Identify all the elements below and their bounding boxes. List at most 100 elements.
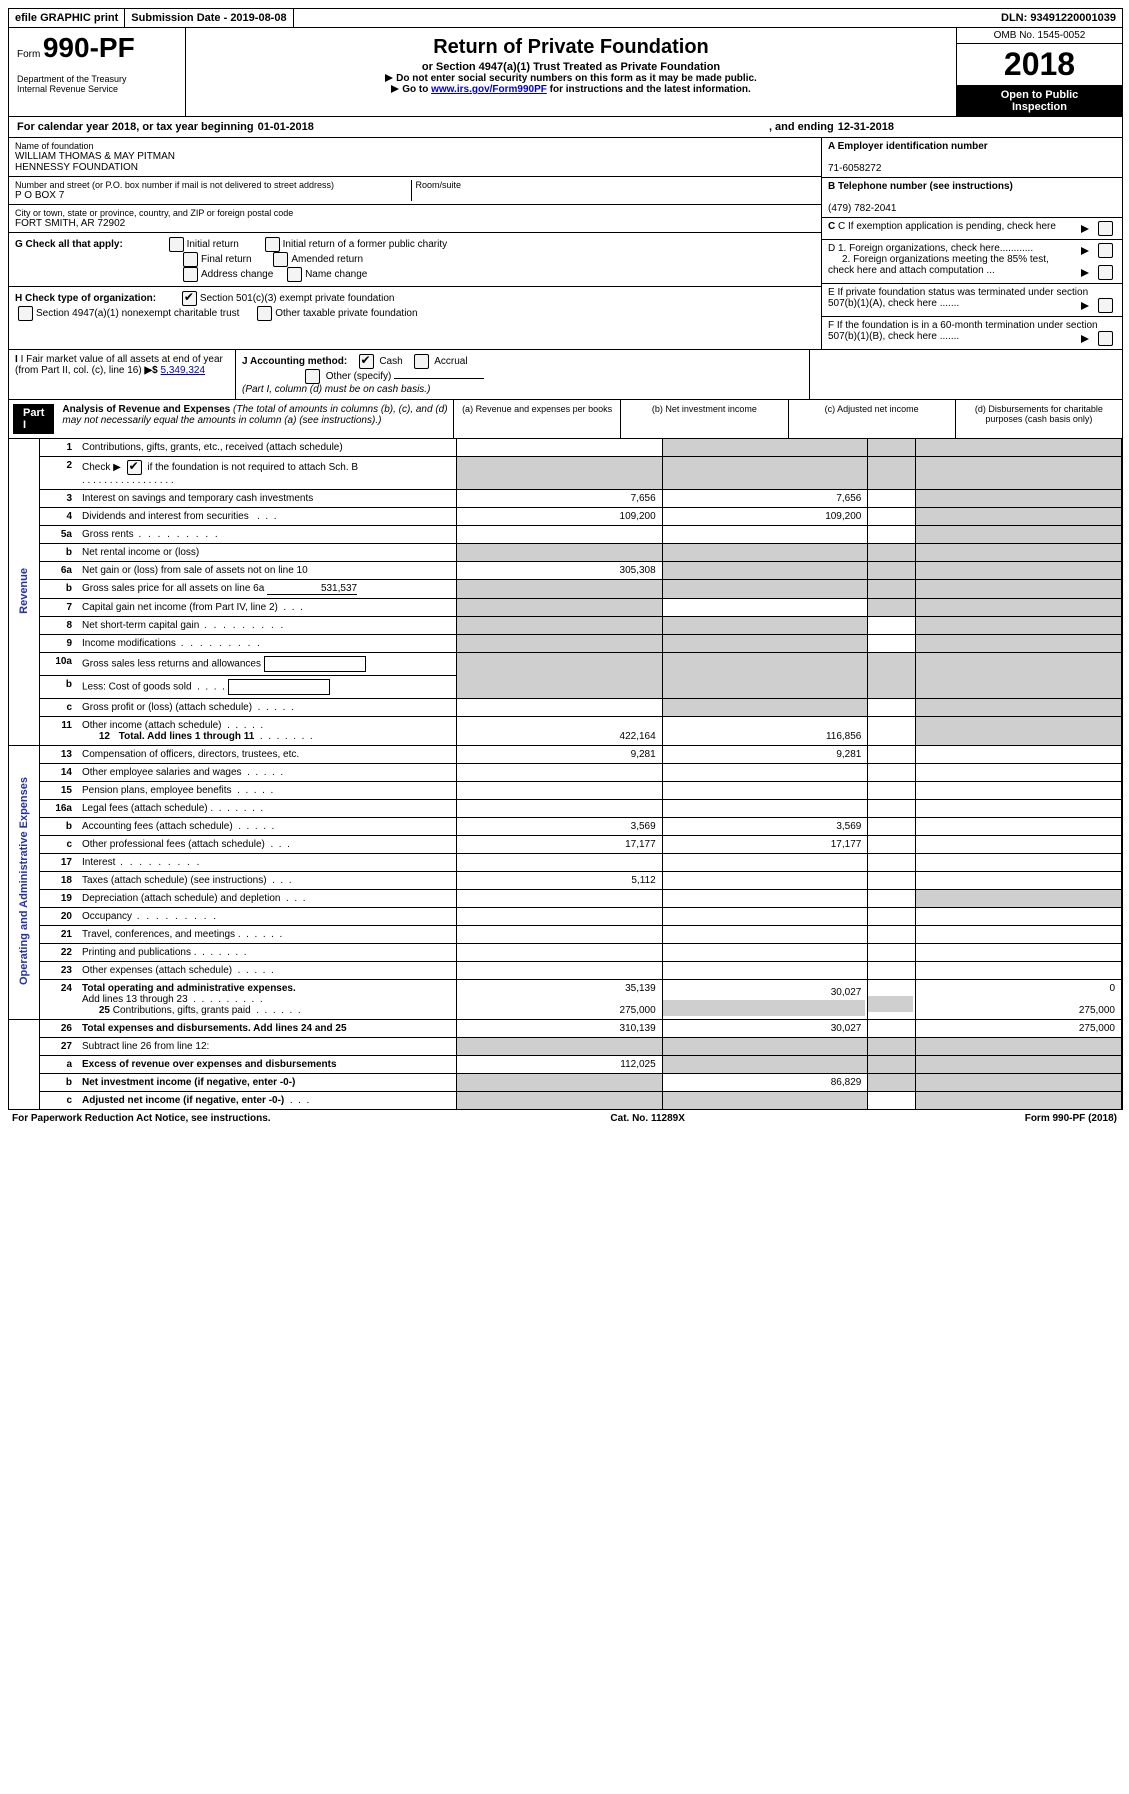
row-desc: Net gain or (loss) from sale of assets n… <box>78 562 457 580</box>
footer-right: Form 990-PF (2018) <box>1025 1113 1117 1124</box>
calendar-year-row: For calendar year 2018, or tax year begi… <box>9 117 1122 138</box>
val-a: 7,656 <box>457 490 663 508</box>
warn1: Do not enter social security numbers on … <box>396 73 757 84</box>
row-desc: Income modifications <box>78 635 457 653</box>
cal-begin: 01-01-2018 <box>258 121 314 133</box>
row-desc: Printing and publications . . . . . . . <box>78 944 457 962</box>
checkbox-f[interactable] <box>1098 331 1113 346</box>
info-left: Name of foundation WILLIAM THOMAS & MAY … <box>9 138 821 349</box>
val-a: 17,177 <box>457 836 663 854</box>
checkbox-4947[interactable] <box>18 306 33 321</box>
table-row: 15Pension plans, employee benefits . . .… <box>9 782 1122 800</box>
form-number-box: Form 990-PF Department of the Treasury I… <box>9 28 186 116</box>
checkbox-d1[interactable] <box>1098 243 1113 258</box>
checkbox-accrual[interactable] <box>414 354 429 369</box>
checkbox-address-change[interactable] <box>183 267 198 282</box>
i-cell: I I Fair market value of all assets at e… <box>9 350 236 399</box>
row-desc: Interest <box>78 854 457 872</box>
row-desc: Gross profit or (loss) (attach schedule)… <box>78 699 457 717</box>
table-row: 11Other income (attach schedule) . . . .… <box>9 717 1122 746</box>
row-desc: Interest on savings and temporary cash i… <box>78 490 457 508</box>
table-row: Revenue 1 Contributions, gifts, grants, … <box>9 439 1122 457</box>
checkbox-d2[interactable] <box>1098 265 1113 280</box>
g-opt-3: Amended return <box>291 254 363 265</box>
irs: Internal Revenue Service <box>17 84 118 94</box>
checkbox-c[interactable] <box>1098 221 1113 236</box>
checkbox-initial-former[interactable] <box>265 237 280 252</box>
row-desc: Total operating and administrative expen… <box>78 980 457 1020</box>
room-label: Room/suite <box>416 180 812 190</box>
row-desc: Adjusted net income (if negative, enter … <box>78 1092 457 1110</box>
fmv-link[interactable]: 5,349,324 <box>161 365 206 376</box>
table-row: 18Taxes (attach schedule) (see instructi… <box>9 872 1122 890</box>
table-row: cAdjusted net income (if negative, enter… <box>9 1092 1122 1110</box>
col-b: (b) Net investment income <box>620 400 787 438</box>
row-desc: Occupancy <box>78 908 457 926</box>
j-cash: Cash <box>379 356 402 367</box>
form-prefix: Form <box>17 49 40 60</box>
table-row: 5aGross rents <box>9 526 1122 544</box>
j-other: Other (specify) <box>326 371 392 382</box>
cal-end: 12-31-2018 <box>838 121 894 133</box>
row-desc: Gross sales less returns and allowances <box>78 653 457 676</box>
d2-label: 2. Foreign organizations meeting the 85%… <box>828 254 1049 276</box>
g-opt-2: Final return <box>201 254 252 265</box>
table-row: 19Depreciation (attach schedule) and dep… <box>9 890 1122 908</box>
row-desc: Dividends and interest from securities .… <box>78 508 457 526</box>
val-a: 9,281 <box>457 746 663 764</box>
ijf-row: I I Fair market value of all assets at e… <box>9 350 1122 400</box>
footer-left: For Paperwork Reduction Act Notice, see … <box>12 1113 271 1124</box>
f-cell-lower <box>810 350 1122 399</box>
checkbox-amended[interactable] <box>273 252 288 267</box>
side-revenue: Revenue <box>9 439 40 746</box>
table-row: 21Travel, conferences, and meetings . . … <box>9 926 1122 944</box>
row-desc: Total expenses and disbursements. Add li… <box>78 1020 457 1038</box>
checkbox-501c3[interactable] <box>182 291 197 306</box>
header-row: Form 990-PF Department of the Treasury I… <box>9 28 1122 117</box>
checkbox-e[interactable] <box>1098 298 1113 313</box>
part1-header: Part I Analysis of Revenue and Expenses … <box>9 400 1122 439</box>
checkbox-name-change[interactable] <box>287 267 302 282</box>
table-row: 14Other employee salaries and wages . . … <box>9 764 1122 782</box>
checkbox-final-return[interactable] <box>183 252 198 267</box>
h-4947: Section 4947(a)(1) nonexempt charitable … <box>36 308 239 319</box>
city-label: City or town, state or province, country… <box>15 208 815 218</box>
part1-label: Part I <box>13 404 54 434</box>
row-desc: Subtract line 26 from line 12: <box>78 1038 457 1056</box>
row-desc: Contributions, gifts, grants, etc., rece… <box>78 439 457 457</box>
street-label: Number and street (or P.O. box number if… <box>15 180 411 190</box>
b-label: B Telephone number (see instructions) <box>828 181 1013 192</box>
arrow-icon <box>1081 225 1089 233</box>
top-bar: efile GRAPHIC print Submission Date - 20… <box>9 9 1122 28</box>
checkbox-other-method[interactable] <box>305 369 320 384</box>
val-a: 310,139 <box>457 1020 663 1038</box>
table-row: bNet rental income or (loss) <box>9 544 1122 562</box>
row-desc: Less: Cost of goods sold . . . . <box>78 676 457 699</box>
e-cell: E If private foundation status was termi… <box>822 284 1122 317</box>
d-cell: D 1. Foreign organizations, check here..… <box>822 240 1122 284</box>
val-d: 275,000 <box>916 1020 1122 1038</box>
a-label: A Employer identification number <box>828 141 988 152</box>
name-cell: Name of foundation WILLIAM THOMAS & MAY … <box>9 138 821 177</box>
instructions-link[interactable]: www.irs.gov/Form990PF <box>431 84 547 95</box>
checkbox-other-taxable[interactable] <box>257 306 272 321</box>
arrow-icon <box>1081 269 1089 277</box>
checkbox-schb[interactable] <box>127 460 142 475</box>
table-row: bGross sales price for all assets on lin… <box>9 580 1122 599</box>
val-b: 17,177 <box>662 836 868 854</box>
checkbox-initial-return[interactable] <box>169 237 184 252</box>
row-desc: Net investment income (if negative, ente… <box>78 1074 457 1092</box>
row-desc: Excess of revenue over expenses and disb… <box>78 1056 457 1074</box>
city-value: FORT SMITH, AR 72902 <box>15 218 815 229</box>
j-cell: J Accounting method: Cash Accrual Other … <box>236 350 810 399</box>
table-row: bNet investment income (if negative, ent… <box>9 1074 1122 1092</box>
d1-label: D 1. Foreign organizations, check here..… <box>828 243 1033 254</box>
row-desc: Other expenses (attach schedule) . . . .… <box>78 962 457 980</box>
row-desc: Other professional fees (attach schedule… <box>78 836 457 854</box>
info-grid: Name of foundation WILLIAM THOMAS & MAY … <box>9 138 1122 350</box>
checkbox-cash[interactable] <box>359 354 374 369</box>
arrow-icon <box>385 74 393 82</box>
val-a: 422,164 <box>457 717 663 746</box>
val-b: 30,027 <box>662 1020 868 1038</box>
h-other: Other taxable private foundation <box>275 308 417 319</box>
